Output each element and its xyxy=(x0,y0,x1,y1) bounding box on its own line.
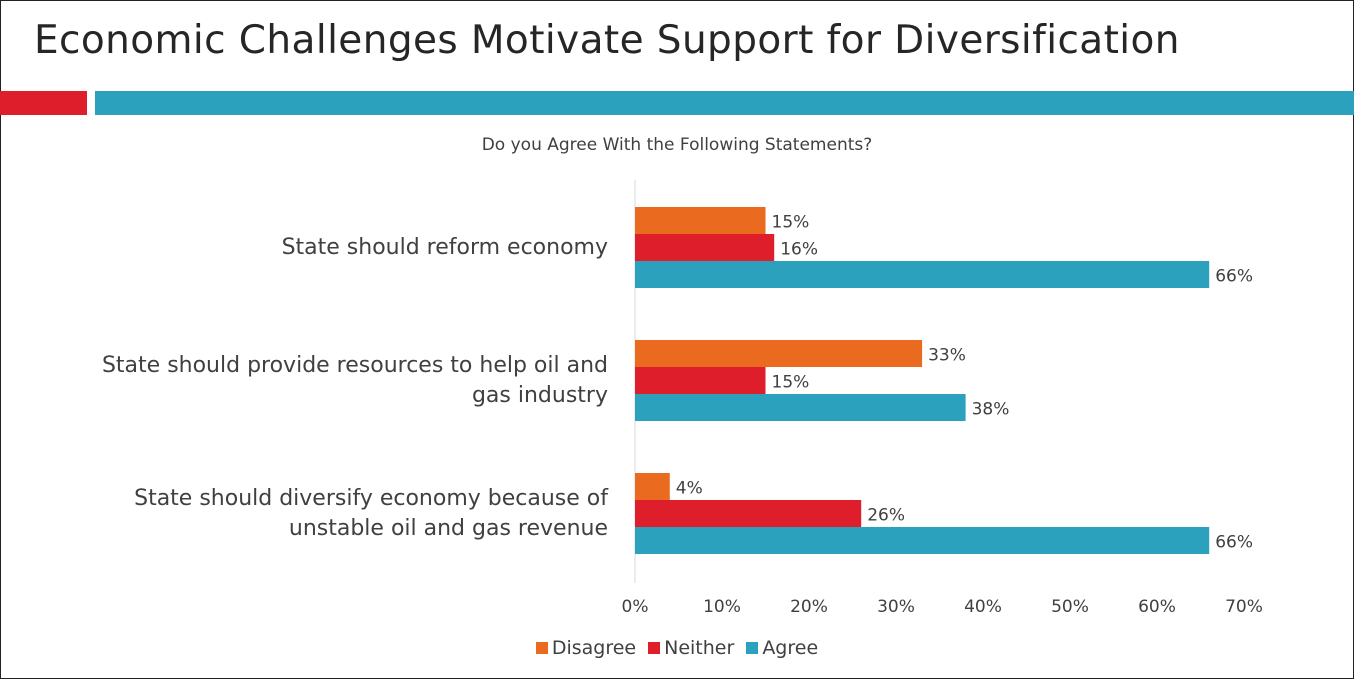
x-tick-label-2: 20% xyxy=(790,597,828,617)
data-label-agree-2: 66% xyxy=(1215,533,1253,553)
x-tick-label-6: 60% xyxy=(1138,597,1176,617)
slide-title: Economic Challenges Motivate Support for… xyxy=(34,18,1180,63)
x-tick-label-0: 0% xyxy=(622,597,649,617)
legend-swatch xyxy=(535,642,548,654)
top-cropped-text: g xyxy=(640,0,710,1)
legend-label: Neither xyxy=(664,637,735,659)
x-tick-label-3: 30% xyxy=(877,597,915,617)
category-label-line: State should reform economy xyxy=(281,235,608,260)
legend-swatch xyxy=(648,642,661,654)
legend-item-disagree: Disagree xyxy=(535,637,637,659)
legend-label: Agree xyxy=(762,637,819,659)
accent-bar-red xyxy=(0,91,87,115)
category-label-2: State should diversify economy because o… xyxy=(8,484,608,544)
x-tick-label-1: 10% xyxy=(703,597,741,617)
data-label-agree-1: 38% xyxy=(972,400,1010,420)
bar-agree-1 xyxy=(635,394,966,421)
category-label-1: State should provide resources to help o… xyxy=(8,351,608,411)
x-tick-label-7: 70% xyxy=(1225,597,1263,617)
chart-legend: Disagree Neither Agree xyxy=(0,637,1354,659)
category-label-line: unstable oil and gas revenue xyxy=(288,516,608,541)
bar-neither-1 xyxy=(635,367,766,394)
chart-title: Do you Agree With the Following Statemen… xyxy=(481,135,873,155)
x-tick-label-5: 50% xyxy=(1051,597,1089,617)
legend-label: Disagree xyxy=(551,637,637,659)
accent-bar-teal xyxy=(95,91,1354,115)
bar-disagree-2 xyxy=(635,473,670,500)
data-label-disagree-0: 15% xyxy=(772,213,810,233)
bar-neither-0 xyxy=(635,234,775,261)
data-label-disagree-1: 33% xyxy=(928,346,966,366)
data-label-neither-2: 26% xyxy=(867,506,905,526)
legend-item-agree: Agree xyxy=(746,637,818,659)
legend-swatch xyxy=(746,642,759,654)
bar-disagree-0 xyxy=(635,207,766,234)
bar-agree-2 xyxy=(635,527,1210,554)
x-tick-label-4: 40% xyxy=(964,597,1002,617)
category-label-line: gas industry xyxy=(471,383,608,408)
data-label-disagree-2: 4% xyxy=(676,479,703,499)
data-label-neither-0: 16% xyxy=(780,240,818,260)
category-label-line: State should provide resources to help o… xyxy=(101,353,608,378)
legend-item-neither: Neither xyxy=(648,637,734,659)
bar-neither-2 xyxy=(635,500,862,527)
category-label-line: State should diversify economy because o… xyxy=(134,486,608,511)
data-label-neither-1: 15% xyxy=(772,373,810,393)
data-label-agree-0: 66% xyxy=(1215,267,1253,287)
category-label-0: State should reform economy xyxy=(8,233,608,263)
bar-agree-0 xyxy=(635,261,1210,288)
bar-disagree-1 xyxy=(635,340,923,367)
